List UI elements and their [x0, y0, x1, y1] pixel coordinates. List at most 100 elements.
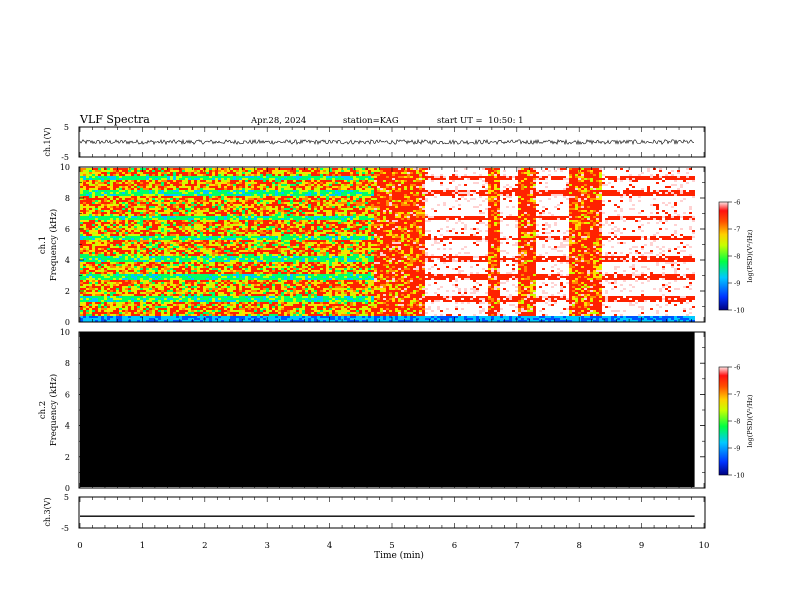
spectrogram-cell — [212, 206, 215, 208]
spectrogram-cell — [206, 224, 209, 226]
spectrogram-cell — [239, 204, 242, 206]
spectrogram-cell — [218, 300, 221, 302]
spectrogram-cell — [191, 236, 194, 238]
spectrogram-cell — [191, 250, 194, 252]
spectrogram-cell — [197, 198, 200, 200]
spectrogram-cell — [260, 280, 263, 282]
spectrogram-cell — [221, 226, 224, 228]
spectrogram-cell — [245, 230, 248, 232]
spectrogram-cell — [224, 248, 227, 250]
spectrogram-cell — [164, 190, 167, 192]
spectrogram-cell — [122, 214, 125, 216]
spectrogram-cell — [125, 316, 128, 318]
spectrogram-cell — [206, 168, 209, 170]
spectrogram-cell — [95, 208, 98, 210]
spectrogram-cell — [236, 190, 239, 192]
spectrogram-cell — [98, 200, 101, 202]
spectrogram-cell — [167, 172, 170, 174]
spectrogram-cell — [104, 316, 107, 318]
spectrogram-cell — [266, 272, 269, 274]
spectrogram-cell — [170, 172, 173, 174]
spectrogram-cell — [272, 232, 275, 234]
spectrogram-cell — [209, 204, 212, 206]
spectrogram-cell — [170, 268, 173, 270]
spectrogram-cell — [257, 306, 260, 308]
spectrogram-cell — [155, 248, 158, 250]
spectrogram-cell — [266, 232, 269, 234]
spectrogram-cell — [134, 290, 137, 292]
spectrogram-cell — [164, 204, 167, 206]
spectrogram-cell — [170, 188, 173, 190]
spectrogram-cell — [131, 236, 134, 238]
spectrogram-cell — [164, 284, 167, 286]
spectrogram-cell — [140, 244, 143, 246]
spectrogram-cell — [188, 246, 191, 248]
spectrogram-cell — [80, 304, 83, 306]
spectrogram-cell — [212, 306, 215, 308]
spectrogram-cell — [245, 208, 248, 210]
spectrogram-cell — [182, 174, 185, 176]
spectrogram-cell — [230, 188, 233, 190]
spectrogram-cell — [233, 238, 236, 240]
spectrogram-cell — [89, 240, 92, 242]
spectrogram-cell — [212, 216, 215, 218]
spectrogram-cell — [212, 234, 215, 236]
spectrogram-cell — [197, 260, 200, 262]
spectrogram-cell — [212, 202, 215, 204]
spectrogram-cell — [182, 320, 185, 322]
spectrogram-cell — [236, 262, 239, 264]
spectrogram-cell — [101, 242, 104, 244]
spectrogram-cell — [119, 250, 122, 252]
spectrogram-cell — [95, 242, 98, 244]
spectrogram-cell — [206, 216, 209, 218]
spectrogram-cell — [119, 278, 122, 280]
spectrogram-cell — [83, 320, 86, 322]
spectrogram-cell — [158, 190, 161, 192]
spectrogram-cell — [122, 192, 125, 194]
spectrogram-cell — [215, 202, 218, 204]
spectrogram-cell — [125, 186, 128, 188]
spectrogram-cell — [260, 290, 263, 292]
spectrogram-cell — [185, 286, 188, 288]
spectrogram-cell — [236, 232, 239, 234]
spectrogram-cell — [257, 202, 260, 204]
spectrogram-cell — [119, 186, 122, 188]
spectrogram-cell — [176, 232, 179, 234]
spectrogram-cell — [134, 236, 137, 238]
spectrogram-cell — [161, 264, 164, 266]
spectrogram-cell — [140, 274, 143, 276]
spectrogram-cell — [185, 290, 188, 292]
spectrogram-cell — [215, 210, 218, 212]
spectrogram-cell — [128, 288, 131, 290]
spectrogram-cell — [257, 250, 260, 252]
spectrogram-cell — [212, 256, 215, 258]
spectrogram-cell — [179, 208, 182, 210]
spectrogram-cell — [176, 266, 179, 268]
spectrogram-cell — [161, 206, 164, 208]
spectrogram-cell — [83, 316, 86, 318]
spectrogram-cell — [200, 210, 203, 212]
spectrogram-cell — [263, 242, 266, 244]
spectrogram-cell — [230, 198, 233, 200]
spectrogram-cell — [149, 280, 152, 282]
spectrogram-cell — [230, 218, 233, 220]
spectrogram-cell — [143, 172, 146, 174]
spectrogram-cell — [80, 198, 83, 200]
spectrogram-cell — [233, 234, 236, 236]
spectrogram-cell — [260, 274, 263, 276]
spectrogram-cell — [110, 306, 113, 308]
spectrogram-cell — [116, 268, 119, 270]
spectrogram-cell — [257, 242, 260, 244]
spectrogram-cell — [173, 190, 176, 192]
spectrogram-cell — [188, 256, 191, 258]
spectrogram-cell — [101, 248, 104, 250]
spectrogram-cell — [104, 288, 107, 290]
spectrogram-cell — [209, 178, 212, 180]
spectrogram-cell — [248, 180, 251, 182]
spectrogram-cell — [197, 306, 200, 308]
spectrogram-cell — [149, 276, 152, 278]
spectrogram-cell — [215, 268, 218, 270]
spectrogram-cell — [251, 200, 254, 202]
spectrogram-cell — [200, 174, 203, 176]
spectrogram-cell — [188, 320, 191, 322]
